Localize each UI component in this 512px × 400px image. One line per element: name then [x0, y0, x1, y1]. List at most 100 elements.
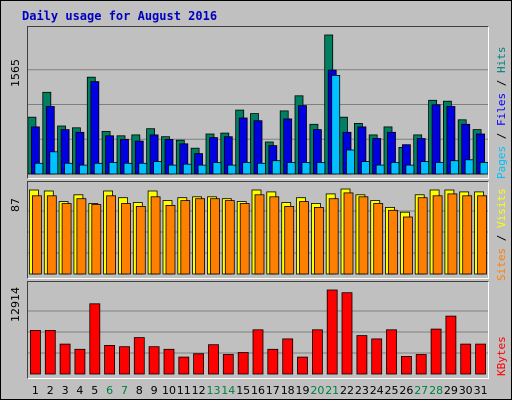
x-tick-label: 2 [47, 384, 54, 397]
kbytes-bar-day-31 [475, 343, 487, 375]
pages-bar-day-20 [316, 162, 326, 175]
kbytes-bar-day-10 [163, 348, 175, 375]
pages-bar-day-3 [64, 162, 73, 175]
pages-bar-day-7 [123, 162, 133, 175]
sites-bar-day-5 [91, 204, 102, 275]
sites-bar-day-11 [180, 200, 191, 275]
kbytes-bar-day-17 [267, 348, 279, 375]
sites-bar-day-29 [447, 193, 458, 275]
panel-kbytes [27, 281, 489, 379]
x-tick-label: 22 [340, 384, 354, 397]
pages-bar-day-23 [360, 161, 370, 175]
x-tick-label: 3 [62, 384, 69, 397]
x-tick-label: 15 [236, 384, 250, 397]
panel-pages-files-hits [27, 26, 489, 179]
pages-bar-day-29 [449, 160, 459, 175]
sites-bar-day-16 [254, 194, 265, 275]
kbytes-bar-day-14 [222, 354, 234, 375]
x-tick-label: 21 [325, 384, 339, 397]
kbytes-bar-day-25 [386, 329, 397, 375]
pages-bar-day-6 [108, 162, 118, 175]
kbytes-bar-day-13 [208, 344, 219, 375]
x-tick-label: 14 [221, 384, 235, 397]
sites-bar-day-9 [150, 196, 161, 275]
kbytes-bar-day-5 [89, 303, 101, 375]
sites-visits-plot [28, 188, 488, 275]
pages-bar-day-9 [153, 161, 162, 175]
kbytes-bar-day-19 [297, 356, 308, 375]
kbytes-bar-day-3 [59, 343, 71, 375]
pages-bar-day-17 [271, 160, 281, 175]
pages-bar-day-21 [331, 75, 341, 175]
pages-bar-day-19 [301, 162, 311, 175]
x-tick-label: 19 [296, 384, 310, 397]
kbytes-bar-day-16 [252, 329, 264, 375]
x-tick-label: 29 [444, 384, 458, 397]
x-tick-label: 28 [429, 384, 443, 397]
x-tick-label: 20 [310, 384, 324, 397]
sites-bar-day-20 [313, 206, 324, 275]
pages-bar-day-8 [138, 162, 148, 175]
panel-visits-ymax-label: 87 [9, 198, 22, 212]
legend-part: Hits [495, 46, 508, 74]
sites-bar-day-26 [402, 216, 413, 275]
kbytes-bar-day-8 [133, 337, 145, 375]
legend-part: / [495, 228, 508, 248]
sites-bar-day-2 [46, 195, 57, 275]
x-tick-label: 6 [106, 384, 113, 397]
pages-bar-day-11 [182, 163, 192, 175]
chart-title: Daily usage for August 2016 [22, 9, 218, 23]
x-tick-label: 9 [151, 384, 158, 397]
x-axis-day-labels: 1 2 3 4 5 6 7 8 9 10 11 12 13 14 15 16 17 18 19 20 21 22 23 24 2… [32, 384, 488, 397]
sites-bar-day-23 [358, 196, 369, 275]
sites-bar-day-3 [61, 203, 72, 275]
sites-bar-day-19 [299, 201, 309, 275]
kbytes-bar-day-4 [74, 348, 86, 375]
kbytes-bar-day-7 [119, 346, 130, 375]
legend-part: / [495, 73, 508, 93]
x-tick-label: 17 [266, 384, 280, 397]
sites-bar-day-17 [269, 196, 280, 275]
pages-bar-day-10 [168, 164, 177, 175]
kbytes-bar-day-27 [415, 354, 427, 375]
x-tick-label: 25 [385, 384, 399, 397]
sites-bar-day-10 [165, 204, 176, 275]
pages-bar-day-2 [49, 151, 59, 175]
pages-bar-day-15 [242, 162, 252, 175]
x-tick-label: 16 [251, 384, 265, 397]
legend-part: Sites [495, 247, 508, 281]
series-kbytes [30, 289, 487, 375]
legend-part: KBytes [495, 336, 508, 376]
panel-sites-visits [27, 181, 489, 279]
kbytes-bar-day-15 [237, 352, 249, 375]
sites-bar-day-6 [106, 195, 116, 275]
kbytes-bar-day-28 [430, 328, 442, 375]
legend-part: / [495, 126, 508, 146]
x-tick-label: 4 [76, 384, 83, 397]
sites-bar-day-22 [343, 192, 354, 275]
kbytes-bar-day-26 [400, 356, 412, 375]
pages-bar-day-27 [420, 161, 430, 175]
x-tick-label: 12 [192, 384, 206, 397]
x-tick-label: 31 [474, 384, 488, 397]
pages-bar-day-5 [93, 162, 103, 175]
pages-bar-day-26 [405, 164, 415, 175]
pages-bar-day-22 [346, 149, 355, 175]
pages-bar-day-13 [212, 162, 222, 175]
sites-bar-day-18 [284, 205, 295, 275]
sites-bar-day-12 [195, 198, 206, 275]
x-tick-label: 5 [91, 384, 98, 397]
pages-bar-day-4 [79, 164, 88, 175]
kbytes-bar-day-11 [178, 356, 190, 375]
sites-visits-legend: Sites / Visits [495, 188, 509, 281]
kbytes-bar-day-18 [282, 338, 294, 375]
x-tick-label: 26 [399, 384, 413, 397]
sites-bar-day-1 [32, 195, 42, 275]
kbytes-bar-day-9 [148, 346, 160, 375]
sites-bar-day-15 [239, 203, 250, 275]
x-tick-label: 11 [177, 384, 191, 397]
kbytes-bar-day-2 [44, 330, 56, 375]
pages-files-hits-legend: Pages / Files / Hits [495, 29, 509, 180]
sites-bar-day-31 [477, 195, 488, 275]
sites-bar-day-24 [373, 203, 384, 275]
